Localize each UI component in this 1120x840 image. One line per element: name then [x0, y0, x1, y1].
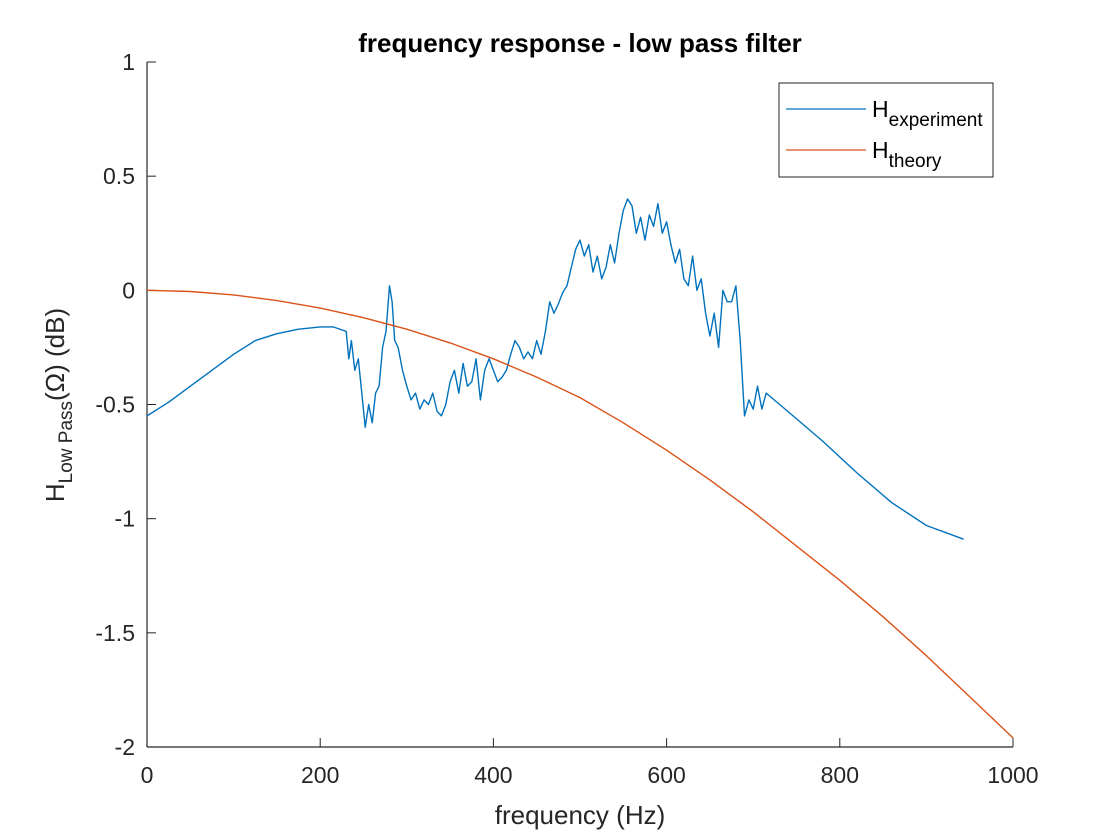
x-axis-label: frequency (Hz) — [495, 800, 666, 830]
legend-box — [778, 82, 994, 178]
y-tick-label: -2 — [115, 734, 135, 760]
x-tick-label: 200 — [301, 762, 339, 788]
series-line-theory — [146, 289, 1014, 739]
x-tick-label: 400 — [474, 762, 512, 788]
legend: Hexperiment Htheory — [778, 82, 994, 178]
y-tick-label: 0.5 — [103, 163, 135, 189]
y-tick-label: 0 — [122, 277, 135, 303]
series — [146, 198, 1014, 739]
legend-label-theory-main: H — [872, 137, 889, 163]
x-tick-label: 800 — [821, 762, 859, 788]
y-axis-label: HLow Pass(Ω) (dB) — [40, 308, 77, 502]
x-tick-label: 1000 — [987, 762, 1038, 788]
x-tick-label: 600 — [647, 762, 685, 788]
legend-label-theory: Htheory — [872, 137, 942, 172]
y-tick-label: 1 — [122, 49, 135, 75]
legend-label-experiment: Hexperiment — [872, 96, 983, 131]
legend-label-experiment-main: H — [872, 96, 889, 122]
y-tick-label: -1.5 — [95, 620, 135, 646]
x-tick-label: 0 — [141, 762, 154, 788]
y-axis-label-subscript: Low Pass — [56, 401, 77, 483]
y-axis-label-main: H — [40, 483, 70, 502]
y-tick-label: -1 — [115, 506, 135, 532]
chart-title: frequency response - low pass filter — [358, 28, 802, 58]
legend-label-experiment-subscript: experiment — [889, 110, 984, 131]
ticks: 0 200 400 600 800 1000 1 0.5 0 -0.5 -1 -1.5 -2 — [95, 49, 1038, 788]
y-tick-label: -0.5 — [95, 392, 135, 418]
series-line-experiment — [146, 198, 964, 540]
y-axis-label-rest: (Ω) (dB) — [40, 308, 70, 401]
legend-label-theory-subscript: theory — [889, 151, 942, 172]
